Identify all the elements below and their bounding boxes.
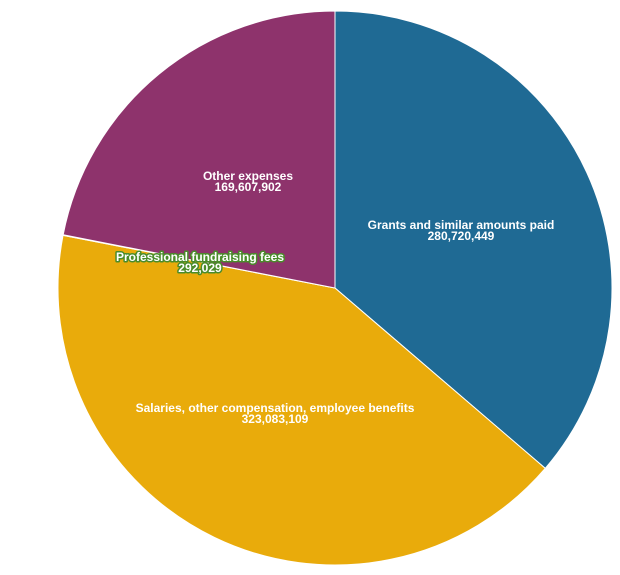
slice-value-3: 292,029 xyxy=(178,261,222,275)
slice-label-1: Grants and similar amounts paid xyxy=(368,218,555,232)
pie-slice-2[interactable] xyxy=(57,234,546,566)
pie-slice-1[interactable] xyxy=(334,10,613,470)
slice-value-1: 280,720,449 xyxy=(428,229,495,243)
slice-value-2: 323,083,109 xyxy=(242,412,309,426)
slice-value-4: 169,607,902 xyxy=(215,180,282,194)
slice-label-4: Other expenses xyxy=(203,169,293,183)
pie-labels: Grants and similar amounts paid280,720,4… xyxy=(114,169,555,426)
pie-slice-4[interactable] xyxy=(62,10,336,289)
pie-slices xyxy=(57,10,613,566)
slice-label-2: Salaries, other compensation, employee b… xyxy=(136,401,415,415)
slice-label-3: Professional fundraising fees xyxy=(116,250,284,264)
